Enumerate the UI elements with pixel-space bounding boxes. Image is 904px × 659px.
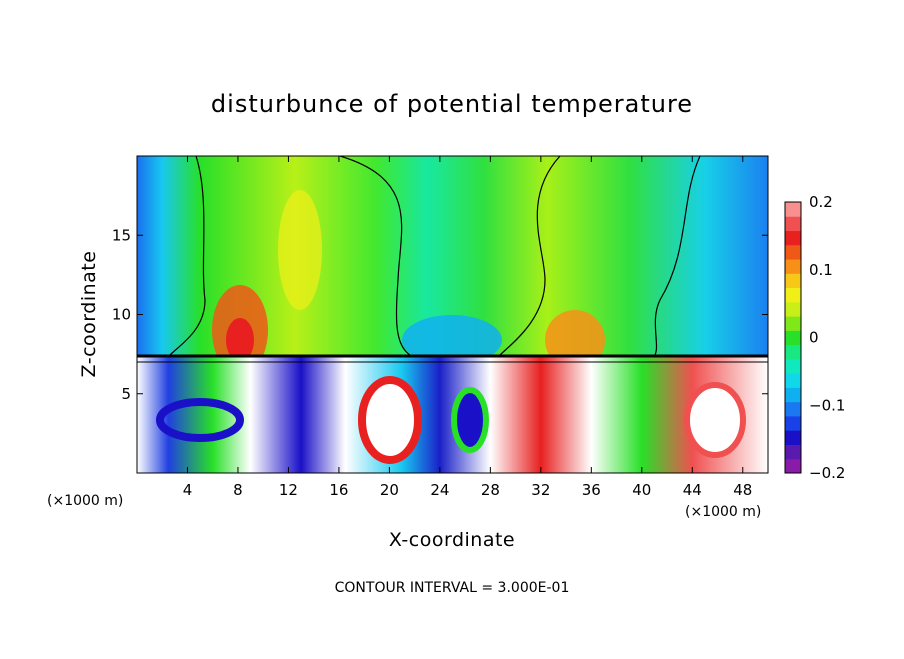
colorbar-swatch — [785, 287, 801, 303]
y-axis: 5 10 15 — [112, 226, 768, 403]
x-tick-label: 36 — [582, 481, 601, 499]
x-tick-label: 12 — [279, 481, 298, 499]
colorbar-swatch — [785, 316, 801, 331]
y-tick-label: 15 — [112, 226, 131, 244]
contour-far-right — [654, 156, 701, 356]
colorbar-swatch — [785, 415, 801, 431]
colorbar-tick-label: 0 — [809, 329, 819, 347]
plot-area — [137, 156, 768, 473]
colorbar-swatch — [785, 373, 801, 388]
colorbar-swatch — [785, 358, 801, 374]
colorbar-swatch — [785, 344, 801, 360]
x-tick-label: 28 — [481, 481, 500, 499]
x-tick-label: 24 — [430, 481, 449, 499]
colorbar-tick-label: −0.2 — [809, 464, 845, 482]
colorbar-swatch — [785, 259, 801, 274]
x-tick-label: 20 — [380, 481, 399, 499]
x-tick-label: 8 — [233, 481, 243, 499]
x-tick-label: 44 — [683, 481, 702, 499]
eddy-4 — [684, 382, 746, 458]
x-tick-label: 48 — [733, 481, 752, 499]
y-tick-label: 10 — [112, 306, 131, 324]
colorbar-swatch — [785, 244, 801, 260]
colorbar-swatch — [785, 273, 801, 289]
x-tick-label: 16 — [329, 481, 348, 499]
y-axis-label: Z-coordinate — [78, 251, 100, 378]
x-axis-label: X-coordinate — [389, 529, 515, 551]
eddy-1 — [358, 376, 422, 464]
colorbar-swatch — [785, 444, 801, 460]
y-tick-label: 5 — [121, 385, 131, 403]
contour-right — [499, 156, 561, 356]
colorbar-swatch — [785, 216, 801, 232]
eddy-2 — [451, 387, 489, 453]
colorbar-swatch — [785, 458, 801, 474]
colorbar-frame — [784, 201, 802, 474]
colorbar-swatch — [785, 230, 801, 246]
cool-pool — [402, 315, 502, 365]
x-tick-label: 40 — [632, 481, 651, 499]
colorbar-swatch — [785, 301, 801, 317]
x-unit-right: (×1000 m) — [685, 504, 761, 520]
eddy-3 — [156, 398, 244, 442]
x-tick-label: 4 — [183, 481, 193, 499]
colorbar-swatch — [785, 330, 801, 346]
warm-plume-mid — [278, 190, 322, 310]
contour-interval: CONTOUR INTERVAL = 3.000E-01 — [335, 580, 570, 596]
colorbar-swatch — [785, 430, 801, 445]
x-axis: 4 8 12 16 20 24 28 32 36 40 44 48 — [183, 156, 752, 499]
warm-plume-left-core — [226, 318, 254, 362]
colorbar-tick-label: 0.2 — [809, 193, 833, 211]
colorbar-swatch — [785, 202, 801, 217]
colorbar-tick-label: 0.1 — [809, 261, 833, 279]
colorbar-swatch — [785, 387, 801, 403]
colorbar: 0.2 0.1 0 −0.1 −0.2 — [784, 193, 845, 482]
contour-left — [169, 156, 206, 356]
contour-mid — [339, 156, 411, 356]
colorbar-swatch — [785, 401, 801, 417]
x-tick-label: 32 — [531, 481, 550, 499]
chart-title: disturbunce of potential temperature — [211, 90, 693, 118]
colorbar-tick-label: −0.1 — [809, 396, 845, 414]
x-unit-left: (×1000 m) — [47, 493, 123, 509]
